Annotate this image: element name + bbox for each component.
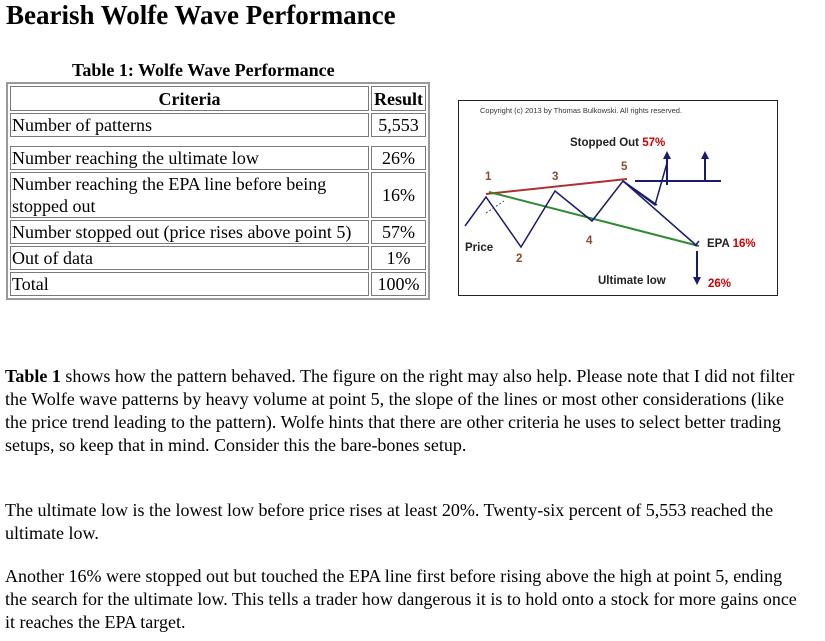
point-label: 5 (621, 161, 628, 173)
table-row: Number stopped out (price rises above po… (10, 220, 426, 244)
epa-pct: 16% (732, 238, 756, 250)
table-row: Number reaching the ultimate low 26% (10, 146, 426, 170)
criteria-cell: Number reaching the EPA line before bein… (10, 172, 369, 218)
page-title: Bearish Wolfe Wave Performance (6, 0, 396, 30)
table-row: Number of patterns 5,553 (10, 113, 426, 137)
result-cell: 57% (371, 220, 426, 244)
upper-trendline (485, 178, 628, 195)
paragraph-1-text: shows how the pattern behaved. The figur… (5, 366, 795, 455)
point-label: 2 (516, 253, 523, 265)
point-label: 1 (485, 171, 492, 183)
ultimate-low-pct: 26% (708, 278, 732, 290)
header-criteria: Criteria (10, 86, 369, 111)
arrow-up-icon (663, 151, 671, 159)
table-header-row: Criteria Result (10, 86, 426, 111)
price-stop-path (622, 162, 668, 207)
result-cell: 1% (371, 246, 426, 270)
criteria-cell: Number of patterns (10, 113, 369, 137)
table-row: Number reaching the EPA line before bein… (10, 172, 426, 218)
wolfe-wave-diagram (464, 151, 721, 285)
arrow-down-icon (693, 277, 701, 285)
criteria-cell: Number stopped out (price rises above po… (10, 220, 369, 244)
stopped-out-label: Stopped Out 57% (570, 137, 665, 149)
point-label: 3 (552, 171, 559, 183)
performance-table: Criteria Result Number of patterns 5,553… (6, 82, 430, 300)
paragraph-3: Another 16% were stopped out but touched… (5, 566, 797, 632)
stopped-out-text: Stopped Out (570, 137, 639, 149)
result-cell: 16% (371, 172, 426, 218)
table-row: Out of data 1% (10, 246, 426, 270)
ultimate-low-label: Ultimate low (598, 275, 666, 287)
paragraph-2: The ultimate low is the lowest low befor… (5, 500, 774, 543)
criteria-cell: Number reaching the ultimate low (10, 146, 369, 170)
paragraph-1: Table 1 shows how the pattern behaved. T… (5, 365, 805, 457)
result-cell: 100% (371, 272, 426, 296)
header-result: Result (371, 86, 426, 111)
price-path (464, 179, 658, 249)
arrow-up-icon (701, 151, 709, 159)
price-epa-path (622, 180, 698, 247)
criteria-cell: Out of data (10, 246, 369, 270)
point-label: 4 (586, 235, 593, 247)
result-cell: 5,553 (371, 113, 426, 137)
table-reference: Table 1 (5, 366, 61, 386)
criteria-cell: Total (10, 272, 369, 296)
epa-text: EPA (707, 238, 730, 250)
stopped-out-pct: 57% (642, 137, 666, 149)
figure-copyright: Copyright (c) 2013 by Thomas Bulkowski. … (480, 106, 683, 115)
price-label: Price (465, 242, 494, 254)
result-cell: 26% (371, 146, 426, 170)
wolfe-wave-figure: Copyright (c) 2013 by Thomas Bulkowski. … (458, 100, 778, 296)
epa-label: EPA 16% (707, 238, 756, 250)
table-caption: Table 1: Wolfe Wave Performance (72, 60, 335, 80)
table-row: Total 100% (10, 272, 426, 296)
